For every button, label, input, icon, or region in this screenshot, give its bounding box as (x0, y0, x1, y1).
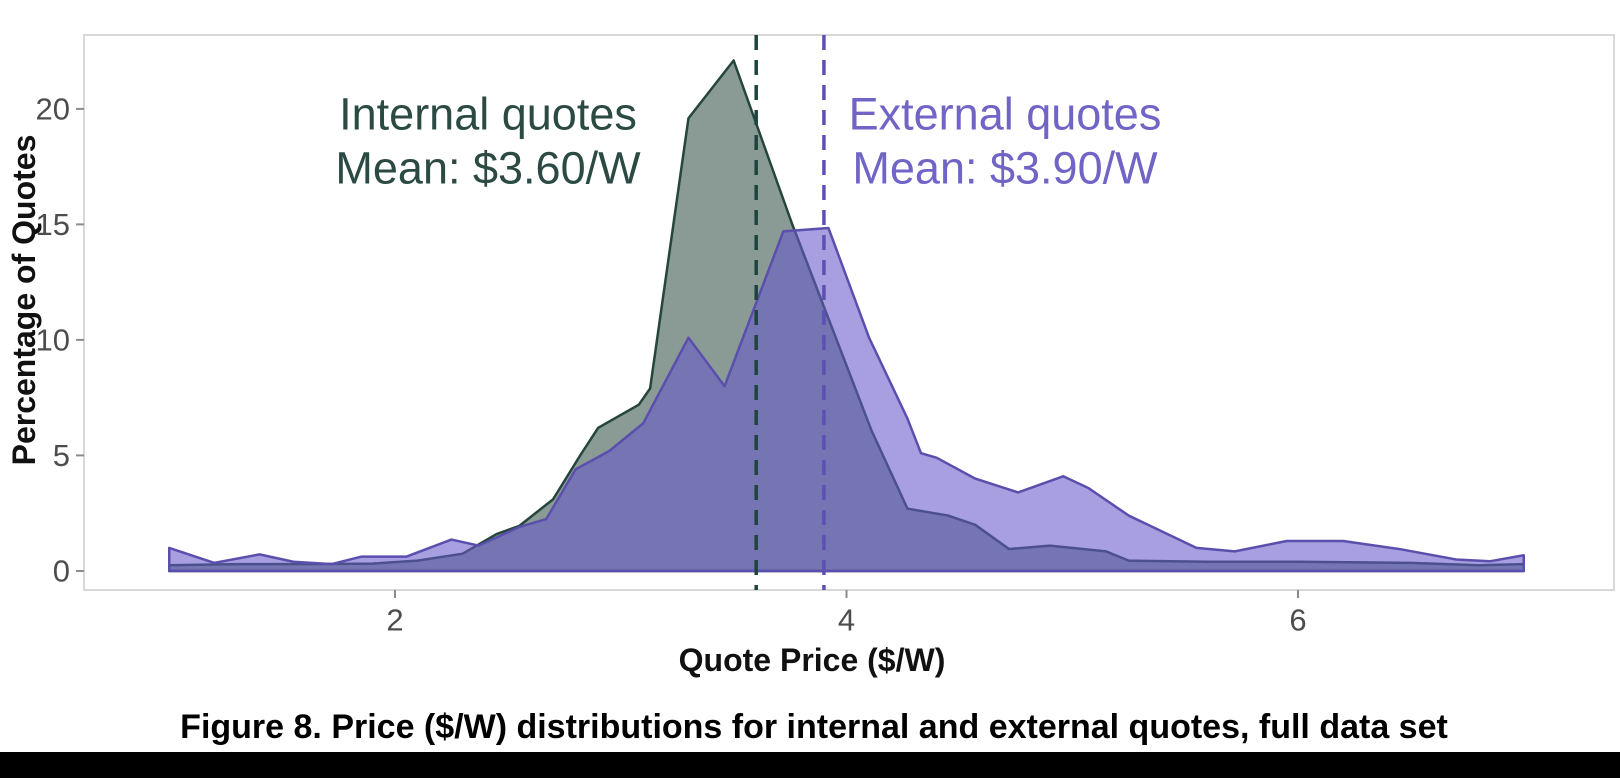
y-tick-label-10: 10 (36, 322, 70, 357)
x-axis-title: Quote Price ($/W) (679, 642, 946, 678)
series-layer (168, 35, 1525, 590)
x-tick-label-4: 4 (838, 602, 855, 637)
x-tick-label-2: 2 (386, 602, 403, 637)
bottom-black-bar (0, 752, 1620, 778)
internal-mean-label: Mean: $3.60/W (335, 143, 641, 194)
y-tick-label-15: 15 (36, 207, 70, 242)
area-external (168, 226, 1525, 573)
y-tick-label-5: 5 (53, 438, 70, 473)
x-axis-ticks (394, 590, 1299, 598)
y-tick-label-0: 0 (53, 554, 70, 589)
figure-caption: Figure 8. Price ($/W) distributions for … (180, 708, 1448, 746)
x-tick-label-6: 6 (1289, 602, 1306, 637)
external-mean-label: Mean: $3.90/W (852, 143, 1158, 194)
internal-quotes-label: Internal quotes (339, 89, 637, 140)
external-quotes-label: External quotes (849, 89, 1162, 140)
y-tick-label-20: 20 (36, 91, 70, 126)
y-axis-title: Percentage of Quotes (6, 135, 42, 466)
y-axis-ticks (76, 107, 84, 572)
